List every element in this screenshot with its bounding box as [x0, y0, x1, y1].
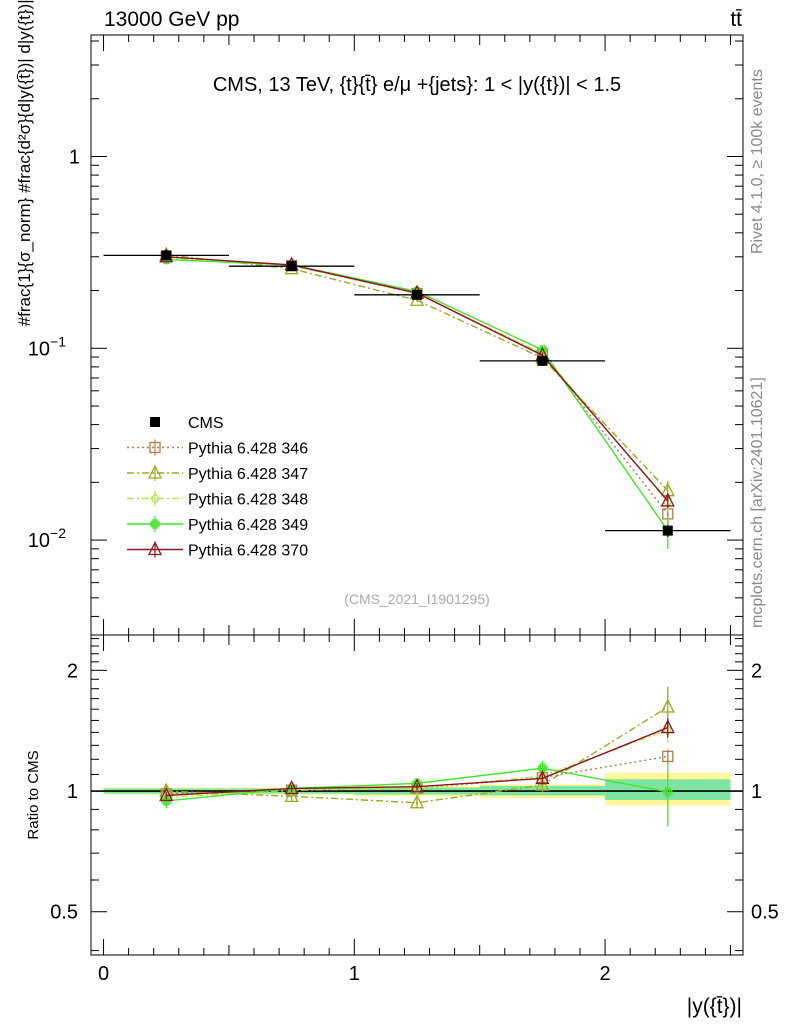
series-line-p346 — [166, 256, 669, 515]
ratio-x-tick-label: 0 — [98, 963, 109, 985]
main-ylabel: #frac{1}{σ_norm} #frac{d²σ}{d|y({t̄})| d… — [15, 0, 34, 326]
ratio-point-p347 — [409, 794, 425, 809]
series-data — [103, 250, 731, 537]
ratio-x-tick-label: 2 — [600, 963, 611, 985]
legend-label-p346: Pythia 6.428 346 — [188, 441, 308, 458]
ratio-series — [159, 686, 675, 827]
legend-entry-p346: Pythia 6.428 346 — [127, 439, 308, 458]
legend-label-p348: Pythia 6.428 348 — [188, 492, 308, 509]
main-panel: CMS, 13 TeV, {t}{t̄} e/μ +{jets}: 1 < |y… — [15, 0, 744, 636]
ratio-y-tick-label: 1 — [67, 781, 78, 803]
ratio-point-p370 — [535, 769, 550, 785]
ratio-ylabel: Ratio to CMS — [25, 750, 42, 839]
legend-label-p347: Pythia 6.428 347 — [188, 466, 308, 483]
legend-entry-p348: Pythia 6.428 348 — [127, 490, 308, 509]
main-y-tick-label: 1 — [69, 146, 80, 168]
legend-marker-p349 — [150, 519, 160, 529]
legend-label-p349: Pythia 6.428 349 — [188, 517, 308, 534]
ratio-point-p347 — [660, 698, 675, 713]
main-y-tick-label: 10−1 — [28, 333, 66, 360]
ratio-y-tick-label-right: 2 — [751, 660, 762, 682]
ratio-x-tick-label: 1 — [349, 963, 360, 985]
point-data — [412, 289, 422, 300]
mcplots-label: mcplots.cern.ch [arXiv:2401.10621] — [749, 377, 766, 628]
main-y-ticks: 10−2 10−1 1 — [28, 35, 743, 635]
point-data — [286, 261, 297, 272]
ratio-ticks: 0.5 0.5 1 1 2 2 0 1 2 — [50, 635, 779, 985]
ratio-point-p347 — [284, 787, 299, 802]
ratio-y-tick-label-right: 1 — [751, 781, 762, 803]
ratio-point-p370 — [409, 778, 425, 793]
point-data — [662, 525, 673, 536]
point-data — [537, 355, 548, 366]
legend-entry-data: CMS — [150, 415, 224, 432]
legend-label-data: CMS — [188, 415, 224, 432]
main-title: CMS, 13 TeV, {t}{t̄} e/μ +{jets}: 1 < |y… — [213, 74, 621, 96]
legend-entry-p349: Pythia 6.428 349 — [127, 516, 308, 534]
ratio-point-p349 — [161, 796, 171, 806]
legend-marker-p346 — [149, 441, 161, 454]
ratio-panel: 0.5 0.5 1 1 2 2 0 1 2 Ratio to CMS |y({t̄})| — [25, 634, 779, 1018]
legend-marker-p348 — [150, 492, 160, 505]
ratio-point-p349 — [663, 787, 673, 797]
ratio-series-p370 — [159, 718, 675, 802]
legend-entry-p370: Pythia 6.428 370 — [127, 541, 308, 560]
header-left: 13000 GeV pp — [104, 8, 239, 31]
legend-marker-p370 — [147, 541, 163, 556]
point-data — [161, 250, 172, 261]
ratio-y-tick-label: 0.5 — [50, 902, 78, 924]
legend-marker-p347 — [147, 464, 163, 479]
ratio-xlabel: |y({t̄})| — [687, 995, 742, 1018]
point-p370 — [660, 492, 675, 507]
ratio-y-tick-label: 2 — [67, 660, 78, 682]
ratio-point-p370 — [660, 719, 675, 734]
rivet-label: Rivet 4.1.0, ≥ 100k events — [749, 69, 766, 254]
legend: CMS Pythia 6.428 346 Pythia 6.428 347 Pythi… — [127, 415, 308, 560]
main-watermark: (CMS_2021_I1901295) — [344, 591, 490, 607]
ratio-point-p346 — [662, 750, 674, 763]
ratio-point-p370 — [284, 779, 299, 795]
main-y-tick-label: 10−2 — [28, 525, 66, 552]
legend-marker-data — [150, 417, 160, 427]
header-right: tt̄ — [730, 8, 742, 31]
main-series — [103, 246, 731, 549]
ratio-y-tick-label-right: 0.5 — [751, 902, 779, 924]
legend-label-p370: Pythia 6.428 370 — [188, 543, 308, 560]
ratio-point-p349 — [537, 763, 548, 773]
legend-entry-p347: Pythia 6.428 347 — [127, 464, 308, 483]
ratio-frame — [90, 634, 744, 956]
ratio-point-p370 — [159, 786, 174, 802]
